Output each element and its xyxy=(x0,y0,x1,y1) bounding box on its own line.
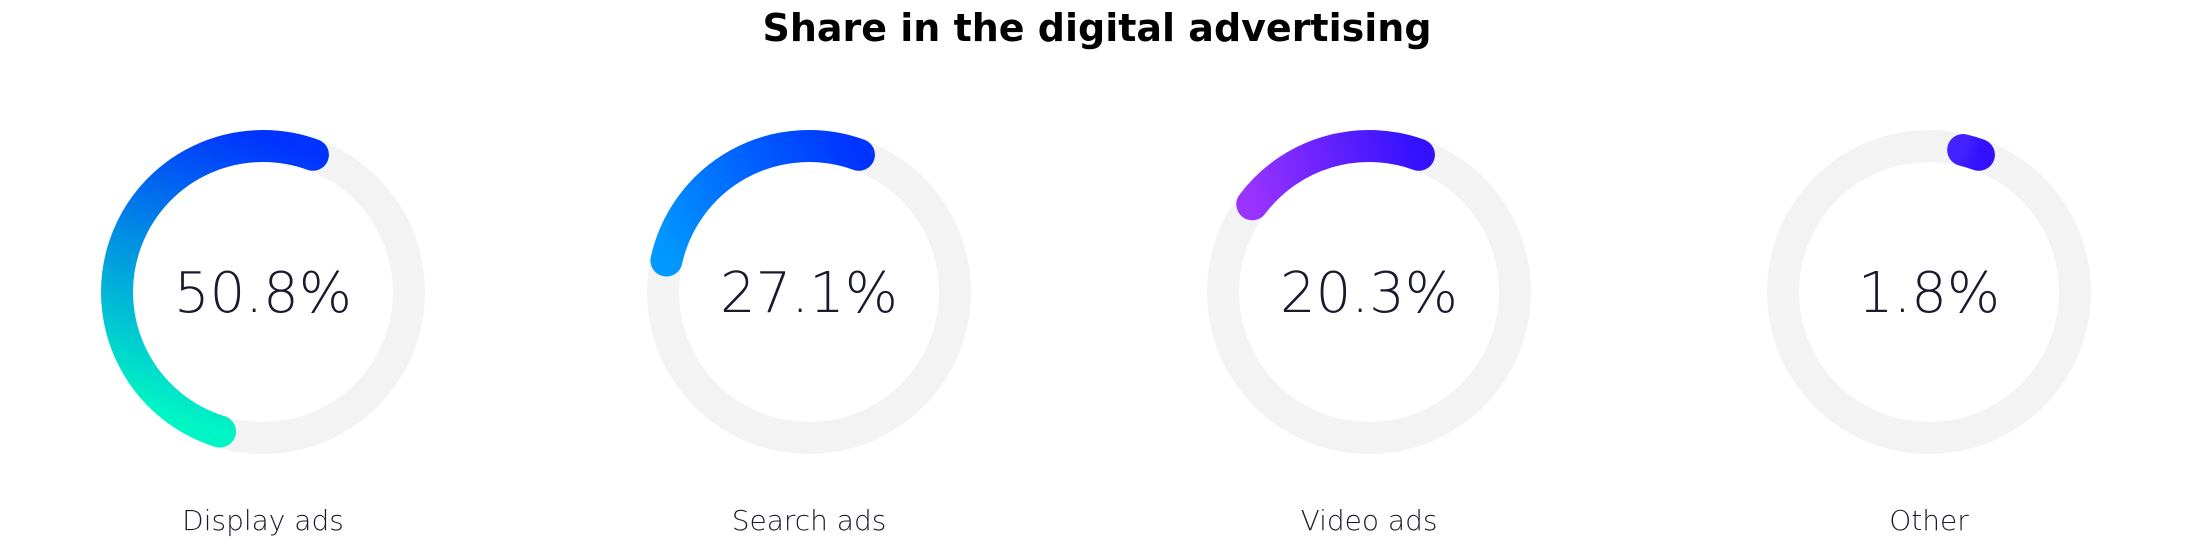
ring-arc xyxy=(1236,130,1435,221)
ring-arc xyxy=(650,130,875,277)
ring-category-label: Other xyxy=(1889,504,1969,537)
ring-value: 50.8% xyxy=(174,261,352,326)
ring-arc xyxy=(101,130,329,448)
ring-track xyxy=(1767,130,2091,454)
ring-value: 27.1% xyxy=(720,261,898,326)
ring-display-ads: 50.8% Display ads xyxy=(101,130,425,537)
ring-value: 1.8% xyxy=(1858,261,2000,326)
ring-category-label: Video ads xyxy=(1301,504,1438,537)
ring-value: 20.3% xyxy=(1280,261,1458,326)
ring-category-label: Search ads xyxy=(732,504,887,537)
ring-video-ads: 20.3% Video ads xyxy=(1207,130,1531,537)
ring-other: 1.8% Other xyxy=(1767,130,2091,537)
ring-arc xyxy=(1947,134,1995,171)
ring-search-ads: 27.1% Search ads xyxy=(647,130,971,537)
chart-title: Share in the digital advertising xyxy=(762,6,1432,50)
ring-category-label: Display ads xyxy=(182,504,344,537)
